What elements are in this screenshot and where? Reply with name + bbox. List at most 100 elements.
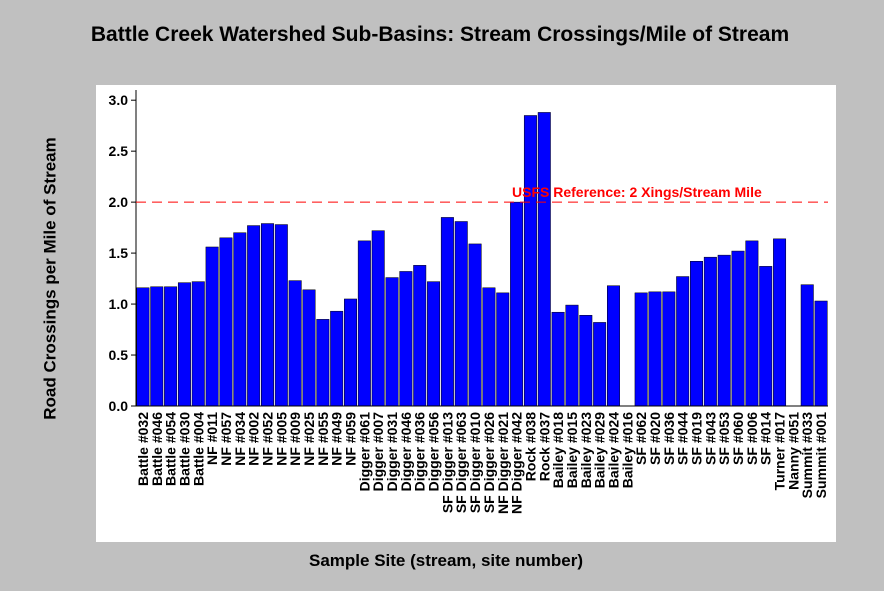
bar (357, 240, 371, 407)
x-tick-label: Digger #007 (370, 412, 386, 492)
x-tick-label: NF #034 (232, 412, 248, 466)
y-tick-label: 3.0 (109, 92, 129, 108)
x-tick-label: SF #036 (661, 412, 677, 465)
x-tick-label: Digger #036 (412, 412, 428, 492)
bar (219, 237, 233, 407)
x-tick-label: Bailey #018 (550, 412, 566, 488)
x-tick-label: Bailey #015 (564, 412, 580, 488)
bar (191, 281, 205, 407)
x-tick-label: Digger #031 (384, 412, 400, 492)
bar (717, 254, 731, 407)
x-tick-label: Summit #001 (813, 412, 829, 499)
x-tick-label: Bailey #016 (619, 412, 635, 488)
y-tick-label: 2.0 (109, 194, 129, 210)
x-tick-label: SF #062 (633, 412, 649, 465)
x-tick-label: NF Digger #021 (495, 412, 511, 514)
bar (164, 286, 178, 407)
x-tick-label: NF #005 (273, 412, 289, 466)
bar (800, 284, 814, 407)
x-tick-label: Rock #038 (522, 412, 538, 481)
x-tick-label: SF #014 (758, 412, 774, 465)
x-tick-label: SF #020 (647, 412, 663, 465)
x-tick-label: Battle #004 (190, 412, 206, 486)
bar (579, 315, 593, 407)
x-tick-label: NF #055 (315, 412, 331, 466)
x-tick-label: Battle #054 (163, 412, 179, 486)
bar (482, 287, 496, 407)
x-tick-label: Bailey #023 (578, 412, 594, 488)
bar (385, 277, 399, 407)
bar (261, 223, 274, 407)
x-tick-label: NF #025 (301, 412, 317, 466)
x-tick-label: SF #019 (689, 412, 705, 465)
bar (773, 238, 787, 407)
x-tick-label: NF #052 (259, 412, 275, 466)
bar (205, 246, 219, 407)
x-tick-label: SF #060 (730, 412, 746, 465)
bar (551, 311, 565, 407)
bar (274, 224, 288, 407)
x-tick-label: Bailey #029 (592, 412, 608, 488)
x-tick-label: Digger #061 (356, 412, 372, 492)
bar (371, 230, 385, 407)
bar (177, 282, 191, 407)
x-tick-label: Rock #037 (536, 412, 552, 481)
y-tick-label: 0.0 (109, 398, 129, 414)
bar (454, 221, 468, 407)
x-tick-label: NF #049 (329, 412, 345, 466)
x-tick-label: Battle #030 (176, 412, 192, 486)
bar (399, 271, 413, 407)
x-tick-label: NF #057 (218, 412, 234, 466)
bar (510, 201, 524, 407)
bar (607, 285, 620, 407)
x-tick-label: SF Digger #010 (467, 412, 483, 513)
x-tick-label: NF #009 (287, 412, 303, 466)
x-tick-label: SF #044 (675, 412, 691, 465)
bar (745, 240, 759, 407)
x-tick-label: NF Digger #042 (509, 412, 525, 514)
bar (233, 232, 247, 407)
bar (427, 281, 441, 407)
bar (496, 292, 510, 407)
bar (634, 292, 648, 407)
bar (731, 250, 745, 407)
bar (648, 291, 662, 407)
x-tick-label: Digger #056 (426, 412, 442, 492)
bar (703, 256, 717, 407)
bar (814, 300, 828, 407)
bar (593, 322, 607, 407)
x-tick-label: NF #002 (246, 412, 262, 466)
bar (150, 286, 164, 407)
bar (690, 261, 703, 407)
bar (302, 289, 316, 407)
x-tick-label: Battle #032 (135, 412, 151, 486)
y-tick-label: 1.0 (109, 296, 129, 312)
x-tick-label: SF Digger #013 (439, 412, 455, 513)
bar (247, 225, 261, 407)
bar (759, 266, 773, 407)
y-tick-label: 1.5 (109, 245, 129, 261)
reference-label: USFS Reference: 2 Xings/Stream Mile (512, 184, 762, 200)
y-tick-label: 0.5 (109, 347, 129, 363)
bar (413, 265, 427, 407)
bar (136, 287, 150, 407)
bar (468, 243, 482, 407)
bar (288, 280, 302, 407)
x-tick-label: SF Digger #026 (481, 412, 497, 513)
x-axis-label: Sample Site (stream, site number) (309, 551, 583, 570)
bar (523, 115, 537, 407)
x-tick-label: SF #053 (716, 412, 732, 465)
bar (440, 217, 454, 407)
bar (662, 291, 676, 407)
bar (330, 310, 344, 407)
bar (565, 304, 579, 407)
x-tick-label: Digger #046 (398, 412, 414, 492)
x-tick-label: NF #011 (204, 412, 220, 465)
y-tick-label: 2.5 (109, 143, 129, 159)
bar (537, 112, 551, 407)
x-tick-label: SF #006 (744, 412, 760, 465)
bar (344, 298, 357, 407)
chart-title: Battle Creek Watershed Sub-Basins: Strea… (90, 23, 790, 46)
x-tick-label: Bailey #024 (605, 412, 621, 488)
